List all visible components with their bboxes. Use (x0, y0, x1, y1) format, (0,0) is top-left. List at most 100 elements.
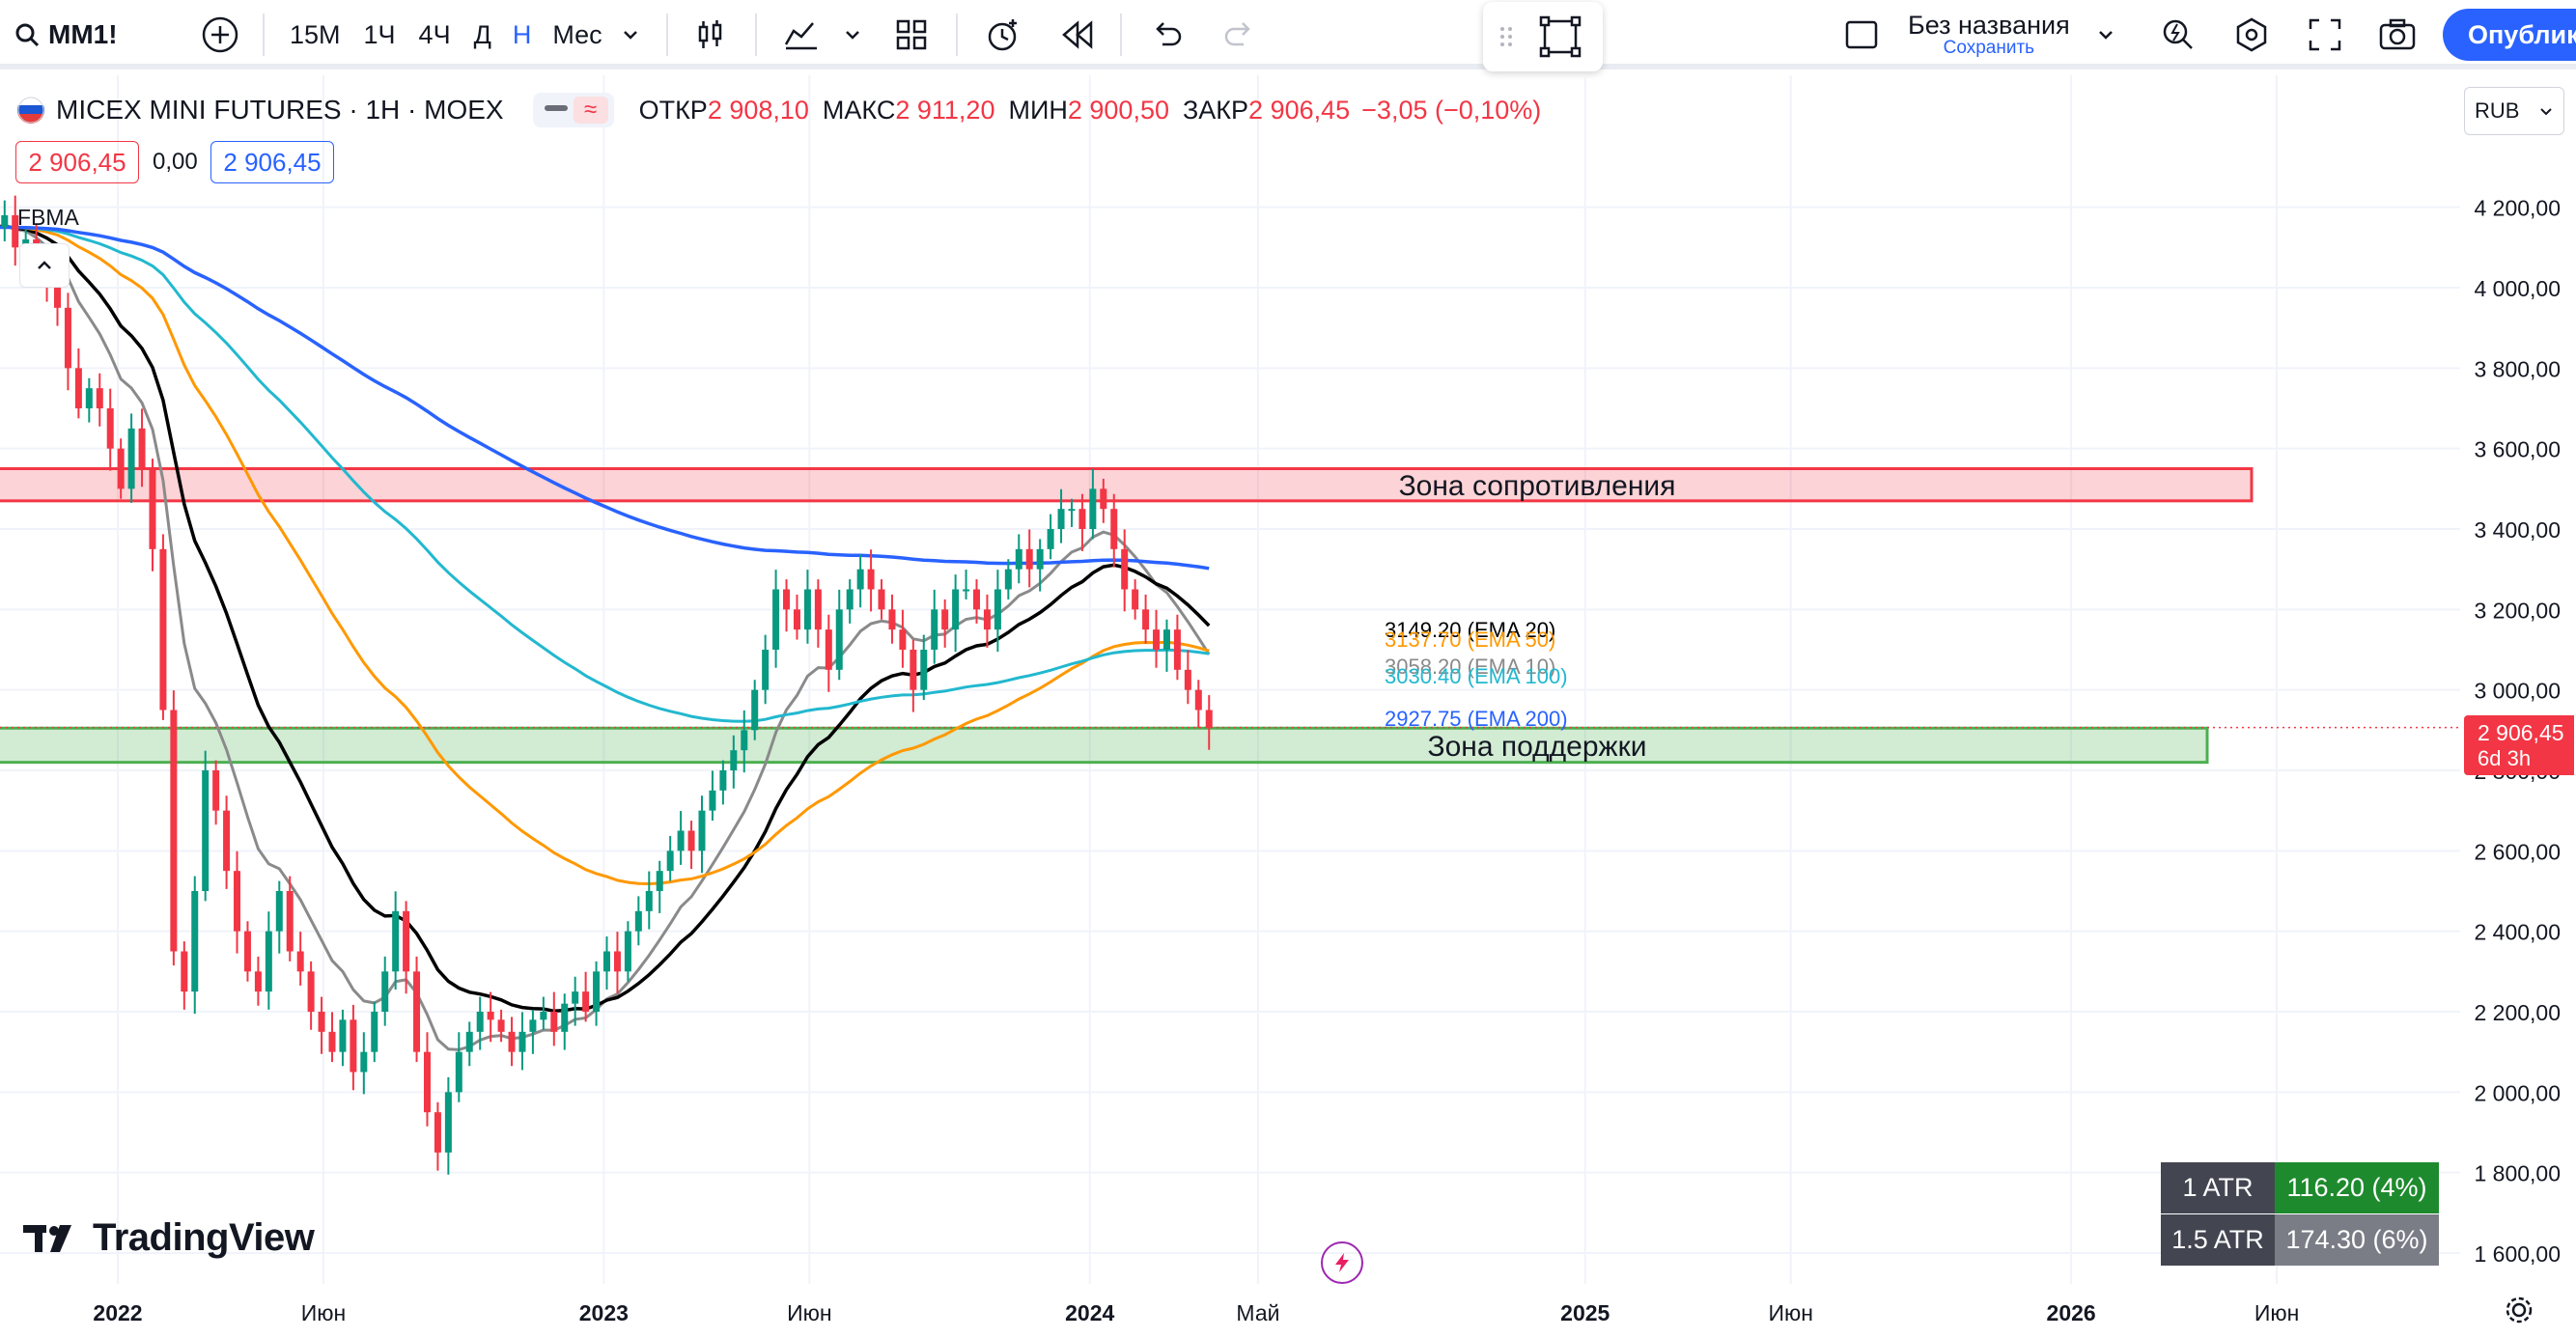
ema-value-label: 3137.70 (EMA 50) (1385, 627, 1555, 652)
candle-body (878, 589, 885, 610)
collapse-legend-button[interactable] (19, 243, 70, 288)
drawing-toolbar-popup (1483, 2, 1603, 71)
interval-15m[interactable]: 15М (290, 19, 341, 49)
candle-body (846, 589, 854, 610)
candle-body (741, 730, 748, 751)
y-tick-label: 3 200,00 (2474, 598, 2561, 623)
chevron-down-icon[interactable] (842, 24, 863, 45)
candle-body (476, 1011, 484, 1032)
alert-button[interactable] (983, 0, 1022, 70)
legend-toggle[interactable]: ≈ (532, 93, 614, 127)
candle-body (941, 609, 949, 630)
candle-body (265, 931, 272, 992)
candle-body (296, 951, 304, 972)
x-tick-label: Июн (301, 1300, 346, 1325)
rewind-icon (1062, 20, 1093, 49)
wave-icon: ≈ (573, 97, 608, 124)
quick-search-button[interactable] (2159, 0, 2198, 70)
replay-button[interactable] (1058, 0, 1097, 70)
candle-body (899, 629, 907, 650)
y-tick-label: 1 800,00 (2474, 1161, 2561, 1186)
candle-body (550, 1011, 558, 1032)
redo-button[interactable] (1222, 0, 1257, 70)
compare-button[interactable] (201, 0, 239, 70)
candle-body (170, 710, 178, 952)
zone-label: Зона сопротивления (1399, 470, 1676, 502)
candle-body (920, 649, 928, 690)
candle-body (963, 589, 970, 592)
drag-handle-icon[interactable] (1497, 22, 1516, 51)
candle-body (212, 769, 220, 811)
chart-settings-button[interactable] (2503, 1294, 2535, 1331)
interval-buttons: 15М 1Ч 4Ч Д Н Мес (290, 0, 641, 70)
currency-select[interactable]: RUB (2464, 87, 2564, 135)
candle-body (307, 971, 315, 1012)
candle-body (856, 569, 864, 590)
zone-rectangle (0, 726, 2209, 765)
symbol-title[interactable]: MICEX MINI FUTURES · 1Н · MOEX (56, 95, 504, 125)
interval-1h[interactable]: 1Ч (363, 19, 396, 49)
candle-body (465, 1031, 473, 1052)
interval-4h[interactable]: 4Ч (418, 19, 451, 49)
x-tick-label: 2022 (93, 1300, 142, 1325)
lightning-icon[interactable] (1321, 1241, 1363, 1284)
candle-body (339, 1019, 347, 1052)
time-axis[interactable]: 2022 Июн 2023 Июн 2024 Май 2025 Июн 2026 Июн (93, 1300, 2299, 1325)
interval-week[interactable]: Н (512, 19, 532, 49)
candle-body (994, 589, 1001, 630)
candle-body (867, 569, 875, 590)
zone-rectangle (0, 466, 2254, 503)
candle-body (1036, 548, 1044, 570)
chevron-down-icon (2540, 108, 2552, 116)
candle-body (371, 1011, 378, 1052)
candle-body (593, 971, 601, 1012)
y-tick-label: 1 600,00 (2474, 1241, 2561, 1267)
candle-body (698, 810, 706, 851)
settings-button[interactable] (2232, 0, 2271, 70)
candle-body (286, 890, 294, 952)
ema-value-label: 2927.75 (EMA 200) (1385, 707, 1568, 731)
ema-line (0, 225, 1210, 886)
candle-body (910, 649, 917, 690)
candle-body (666, 850, 674, 872)
publish-button[interactable]: Опублико (2443, 0, 2576, 70)
countdown-value: 6d 3h (2478, 745, 2532, 770)
rectangle-tool-icon[interactable] (1537, 14, 1583, 60)
chevron-down-icon[interactable] (2095, 24, 2116, 45)
layout-menu[interactable]: Без названия Сохранить (1842, 0, 2116, 70)
indicators-button[interactable] (782, 0, 863, 70)
chevron-up-icon (38, 261, 51, 269)
templates-button[interactable] (894, 0, 929, 70)
undo-button[interactable] (1149, 0, 1184, 70)
sell-price-box[interactable]: 2 906,45 (15, 141, 139, 183)
fullscreen-button[interactable] (2306, 0, 2344, 70)
x-tick-label: Июн (787, 1300, 831, 1325)
candle-body (803, 589, 811, 630)
tradingview-watermark[interactable]: TradingView (21, 1216, 315, 1260)
indicator-label[interactable]: FBMA (17, 205, 79, 230)
interval-day[interactable]: Д (473, 19, 491, 49)
symbol-search[interactable]: MM1! (14, 0, 118, 70)
y-tick-label: 4 000,00 (2474, 276, 2561, 301)
x-tick-label: Июн (2254, 1300, 2299, 1325)
currency-value: RUB (2475, 98, 2520, 123)
high-value: 2 911,20 (895, 95, 995, 125)
interval-month[interactable]: Мес (552, 19, 602, 49)
spread-value: 0,00 (153, 149, 198, 175)
candle-body (730, 750, 738, 770)
candle-body (1121, 548, 1129, 590)
save-link[interactable]: Сохранить (1943, 38, 2035, 59)
last-price-value: 2 906,45 (2478, 720, 2564, 746)
candle-body (403, 910, 410, 972)
publish-label: Опублико (2468, 19, 2576, 49)
chart-type-button[interactable] (693, 0, 728, 70)
screenshot-button[interactable] (2377, 0, 2418, 70)
candle-body (814, 589, 822, 630)
toolbar-divider (956, 14, 958, 56)
layout-square-icon (1845, 20, 1878, 49)
buy-price-box[interactable]: 2 906,45 (210, 141, 334, 183)
chevron-down-icon[interactable] (620, 24, 641, 45)
symbol-legend: MICEX MINI FUTURES · 1Н · MOEX ≈ ОТКР 2 … (17, 85, 1541, 135)
candle-body (127, 428, 135, 489)
